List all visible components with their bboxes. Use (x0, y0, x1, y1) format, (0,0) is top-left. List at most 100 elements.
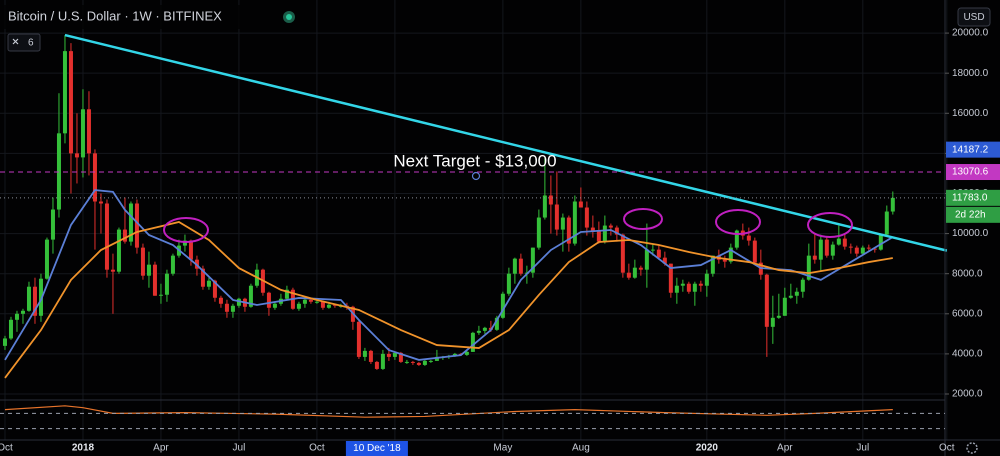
candle-body (506, 273, 511, 294)
x-tick-label: Aug (572, 443, 590, 454)
candle-body (680, 283, 685, 286)
candle-body (356, 321, 361, 357)
candle-body (596, 230, 601, 242)
candle-body (50, 209, 55, 240)
highlight-ellipse (715, 209, 761, 235)
moving-average (4, 189, 894, 361)
candle-body (326, 304, 331, 308)
candle-body (86, 109, 91, 154)
candle-body (296, 303, 301, 309)
x-tick-label: Jul (856, 443, 869, 454)
candle-body (746, 235, 751, 241)
candle-body (380, 353, 385, 369)
candle-body (404, 361, 409, 363)
y-tick-label: 20000.0 (952, 28, 989, 39)
candle-body (788, 295, 793, 298)
candle-body (56, 133, 61, 210)
candle-body (362, 350, 367, 357)
candle-body (218, 297, 223, 304)
candle-body (428, 360, 433, 362)
candle-body (122, 229, 127, 242)
candle-body (890, 197, 895, 212)
price-label: 13070.6 (952, 167, 989, 178)
candle-body (632, 267, 637, 278)
candle-body (734, 230, 739, 248)
x-tick-label: Oct (939, 443, 955, 454)
x-tick-label: 2020 (696, 443, 719, 454)
candle-body (704, 273, 709, 286)
candle-body (626, 272, 631, 278)
candle-body (32, 286, 37, 316)
x-tick-label: Apr (777, 443, 793, 454)
candle-body (602, 225, 607, 242)
candle-body (530, 247, 535, 273)
candle-body (476, 330, 481, 333)
candle-body (272, 303, 277, 308)
x-tick-label: Oct (0, 443, 13, 454)
settings-button[interactable] (966, 442, 978, 454)
candle-body (584, 207, 589, 228)
candle-body (170, 255, 175, 274)
candle-body (782, 297, 787, 316)
candle-body (146, 264, 151, 276)
currency-label: USD (963, 12, 984, 23)
y-tick-label: 10000.0 (952, 228, 989, 239)
candle-body (692, 283, 697, 292)
candle-body (212, 280, 217, 298)
collapse-icon (12, 38, 19, 45)
candle-body (248, 285, 253, 307)
candle-body (764, 274, 769, 327)
candle-body (512, 258, 517, 274)
moving-average (4, 220, 893, 379)
candle-body (722, 259, 727, 262)
candle-body (104, 203, 109, 270)
status-dot (286, 14, 292, 20)
candle-body (824, 239, 829, 256)
indicators-toggle[interactable] (7, 33, 41, 52)
chart-title: Bitcoin / U.S. Dollar · 1W · BITFINEX (8, 8, 222, 23)
currency-button[interactable] (957, 7, 991, 27)
candle-body (560, 217, 565, 230)
candle-body (200, 268, 205, 287)
price-label-box (946, 164, 1000, 181)
candle-body (854, 247, 859, 254)
candle-body (68, 51, 73, 154)
countdown-box (946, 206, 1000, 223)
candle-body (152, 264, 157, 296)
candle-body (650, 249, 655, 251)
candle-body (2, 338, 7, 346)
candle-body (518, 258, 523, 274)
annotation: Next Target - $13,000 (393, 151, 556, 170)
candle-body (110, 269, 115, 272)
trendline (64, 33, 948, 252)
candle-body (164, 273, 169, 295)
y-tick-label: 6000.0 (952, 308, 983, 319)
candle-body (848, 246, 853, 248)
candle-body (494, 317, 499, 330)
candle-body (776, 315, 781, 318)
price-label: 11783.0 (952, 192, 988, 203)
candle-body (830, 244, 835, 256)
candle-body (884, 211, 889, 235)
highlight-ellipse (623, 208, 663, 230)
x-tick-label: 2018 (72, 443, 95, 454)
candle-body (20, 310, 25, 314)
candle-body (608, 225, 613, 228)
candle-body (140, 247, 145, 276)
candle-body (206, 280, 211, 287)
candle-body (134, 203, 139, 248)
candle-body (236, 298, 241, 306)
candle-body (812, 255, 817, 260)
candle-body (230, 305, 235, 312)
candle-body (182, 240, 187, 246)
candle-body (284, 289, 289, 299)
candle-body (794, 291, 799, 296)
candle-body (656, 249, 661, 258)
candle-body (26, 286, 31, 311)
candle-body (266, 292, 271, 308)
countdown: 2d 22h (955, 209, 986, 220)
candle-body (188, 240, 193, 260)
candle-body (728, 247, 733, 262)
y-tick-label: 16000.0 (952, 108, 989, 119)
